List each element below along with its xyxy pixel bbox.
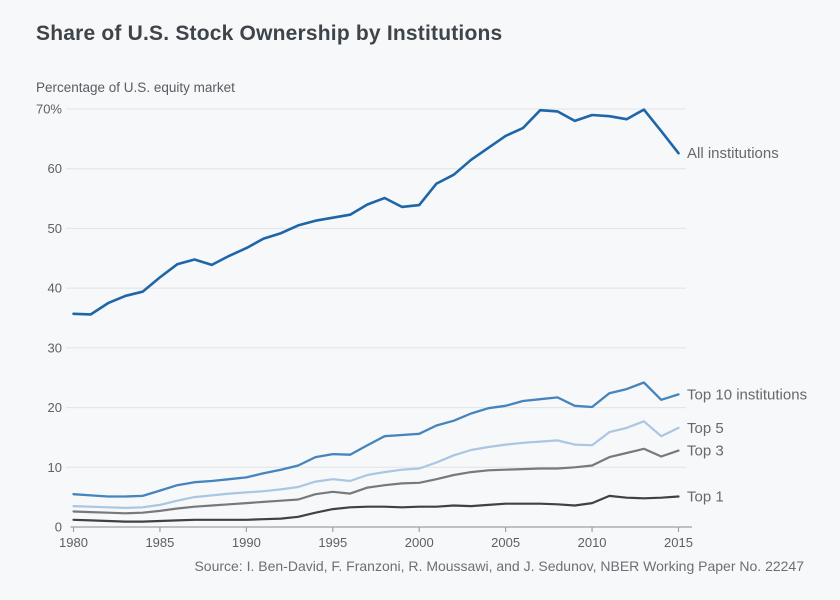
x-tick-label: 2015 — [664, 535, 693, 550]
series-line-top-3 — [72, 447, 680, 515]
series-line-top-5 — [72, 420, 680, 509]
x-tick-label: 2000 — [405, 535, 434, 550]
y-tick-label: 10 — [48, 460, 62, 475]
series-label-top-5: Top 5 — [687, 420, 724, 437]
y-tick-label: 0 — [55, 520, 62, 535]
y-tick-label: 20 — [48, 400, 62, 415]
y-tick-label: 40 — [48, 281, 62, 296]
source-note: Source: I. Ben-David, F. Franzoni, R. Mo… — [194, 558, 804, 574]
y-tick-label: 60 — [48, 161, 62, 176]
x-tick-label: 2010 — [578, 535, 607, 550]
series-label-top-1: Top 1 — [687, 489, 724, 506]
x-tick-label: 1980 — [59, 535, 88, 550]
series-label-top-3: Top 3 — [687, 443, 724, 460]
y-tick-label: 70% — [36, 102, 62, 117]
page-title: Share of U.S. Stock Ownership by Institu… — [36, 22, 503, 45]
y-tick-label: 30 — [48, 340, 62, 355]
series-label-all-institutions: All institutions — [687, 145, 779, 162]
x-tick-label: 1995 — [318, 535, 347, 550]
y-axis-caption: Percentage of U.S. equity market — [36, 80, 235, 95]
x-tick-label: 2005 — [491, 535, 520, 550]
y-tick-label: 50 — [48, 221, 62, 236]
x-tick-label: 1985 — [145, 535, 174, 550]
series-line-top-10-institutions — [72, 381, 680, 498]
x-tick-label: 1990 — [232, 535, 261, 550]
series-line-top-1 — [72, 494, 680, 523]
series-label-top-10-institutions: Top 10 institutions — [687, 386, 807, 403]
series-line-all-institutions — [72, 108, 680, 316]
